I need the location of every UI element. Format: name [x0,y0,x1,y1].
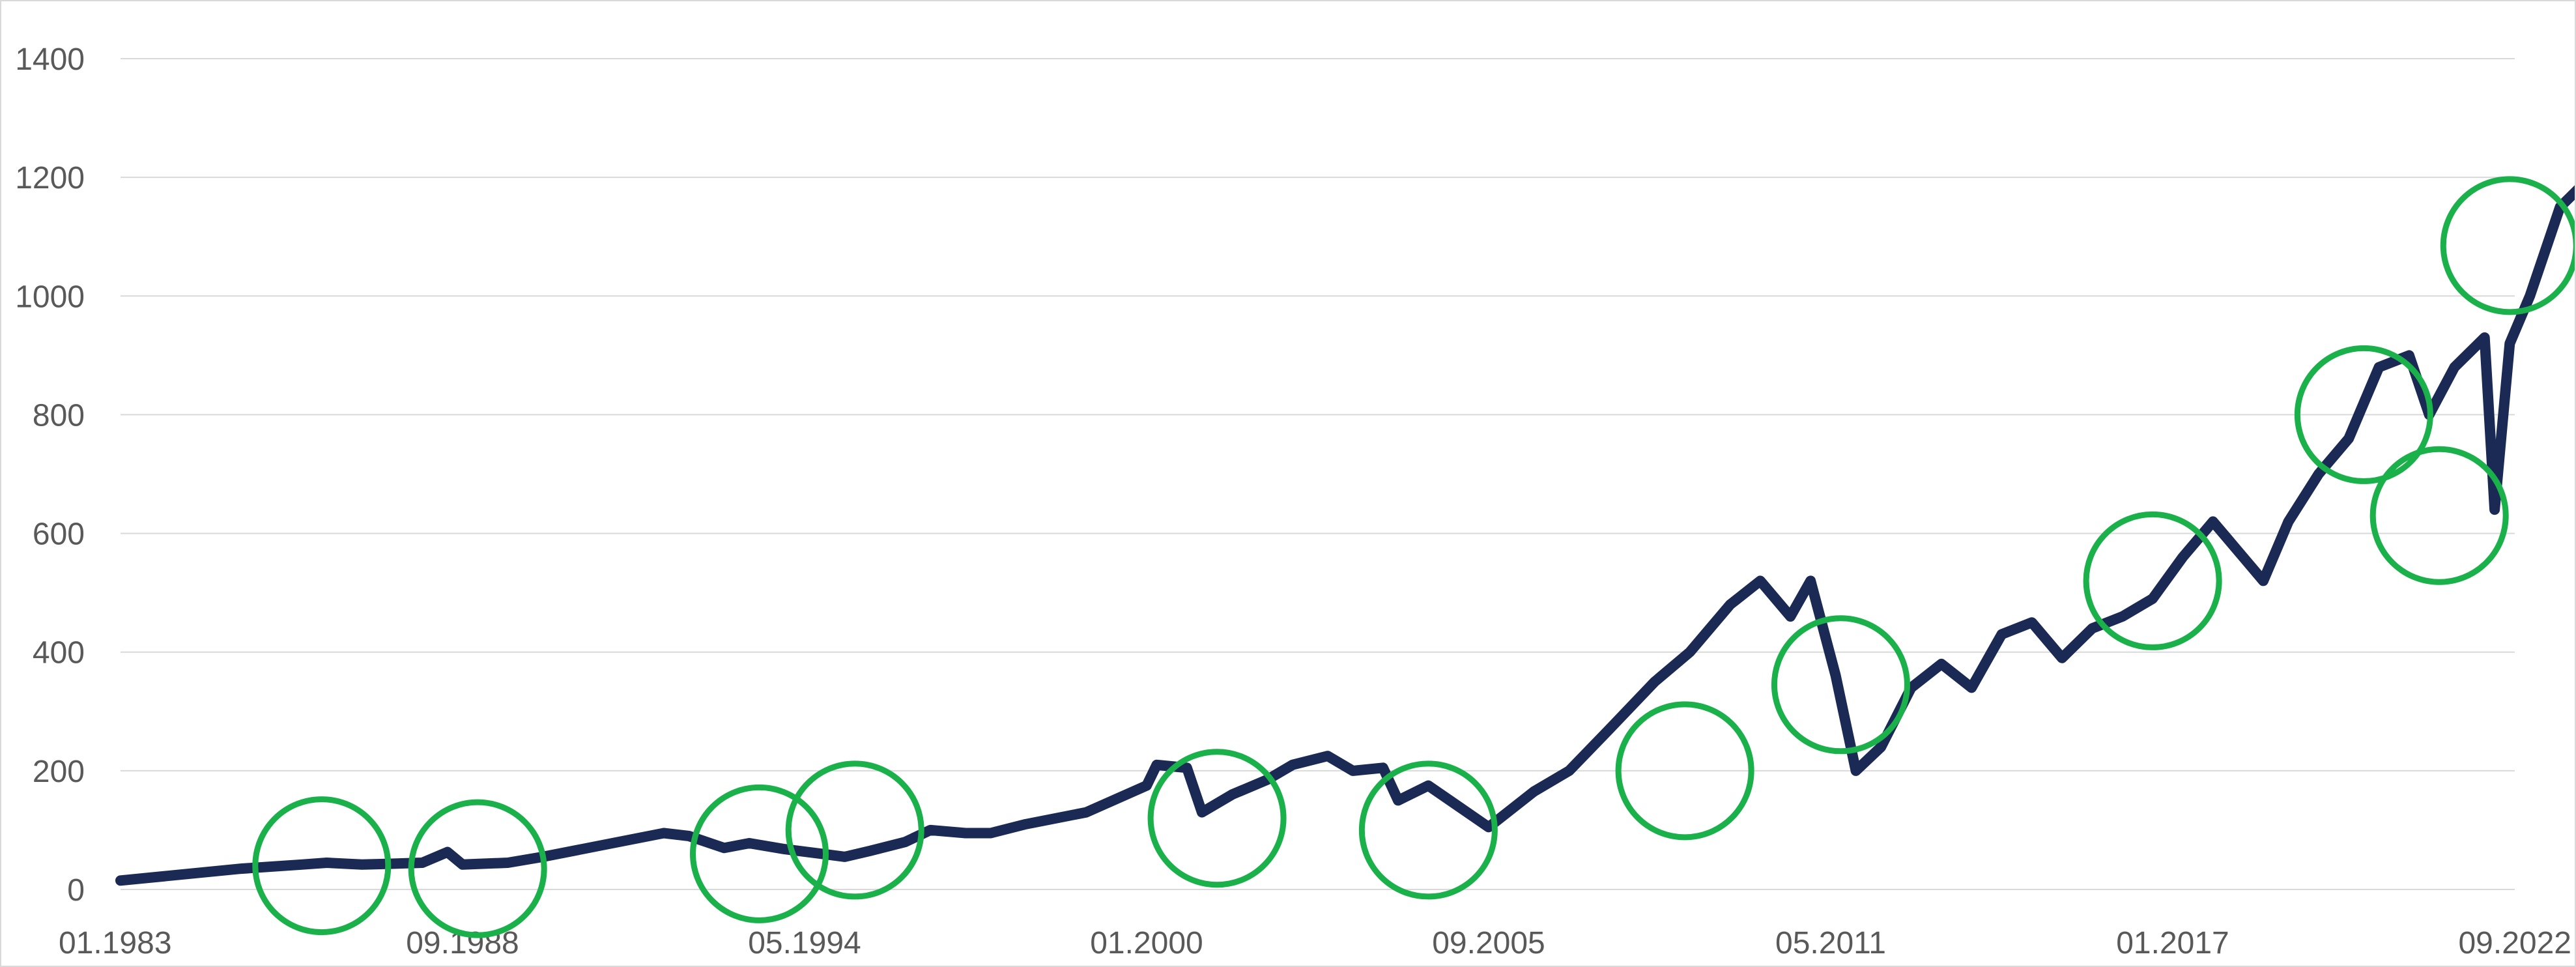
annotation-circle-2 [690,784,829,923]
x-tick-label: 09.2022 [2458,926,2571,960]
annotation-circle-1 [408,799,547,938]
x-tick-label: 01.2000 [1090,926,1203,960]
y-tick-label: 0 [67,873,85,908]
x-axis: 01.1983 09.1988 05.1994 01.2000 09.2005 05.20… [59,926,2571,960]
y-tick-label: 1400 [15,42,85,77]
annotation-circle-4 [1147,749,1287,888]
y-tick-label: 600 [33,517,85,552]
y-tick-label: 400 [33,636,85,671]
annotation-circle-5 [1358,760,1498,900]
x-tick-label: 05.2011 [1775,926,1886,960]
series-line-0 [115,185,2575,886]
annotation-circle-3 [785,760,924,900]
x-tick-label: 01.2017 [2116,926,2229,960]
annotation-circle-8 [2083,511,2222,650]
gridlines [121,58,2515,890]
y-tick-label: 200 [33,755,85,789]
x-tick-label: 01.1983 [59,926,172,960]
y-axis: 0 200 400 600 800 1000 1200 1400 [15,42,85,908]
series-layer [115,185,2575,886]
x-tick-label: 05.1994 [748,926,861,960]
annotation-layer [252,176,2575,938]
y-tick-label: 800 [33,398,85,433]
x-tick-label: 09.2005 [1432,926,1545,960]
annotation-circle-7 [1771,615,1910,755]
annotation-circle-9 [2294,345,2433,484]
annotation-circle-6 [1615,701,1754,841]
annotation-circle-11 [2440,176,2575,315]
annotation-circle-10 [2369,446,2509,585]
y-tick-label: 1200 [15,161,85,195]
y-tick-label: 1000 [15,280,85,314]
annotation-circle-0 [252,796,392,936]
